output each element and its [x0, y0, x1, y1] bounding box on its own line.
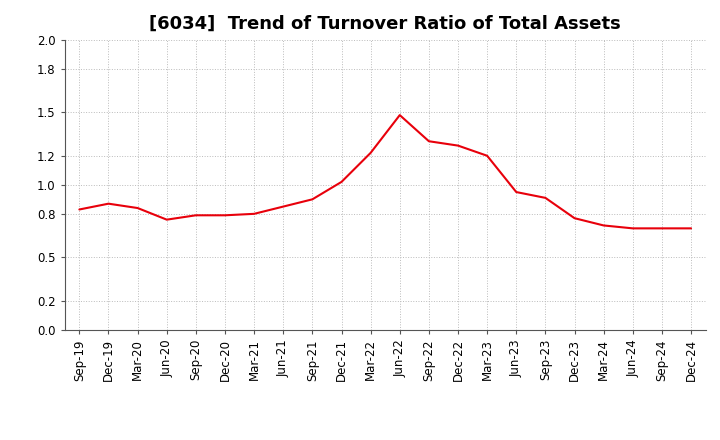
Title: [6034]  Trend of Turnover Ratio of Total Assets: [6034] Trend of Turnover Ratio of Total … — [149, 15, 621, 33]
